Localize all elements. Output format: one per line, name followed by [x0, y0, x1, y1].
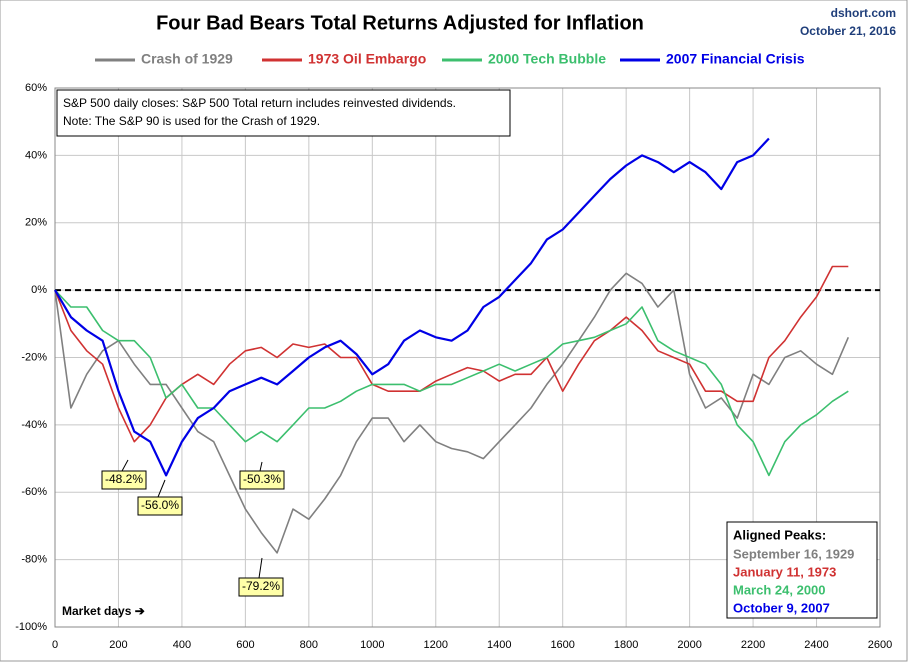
note: Note: The S&P 90 is used for the Crash o… — [63, 114, 320, 128]
callout-label: -50.3% — [243, 472, 281, 486]
source: dshort.com — [831, 6, 896, 20]
peak-date: January 11, 1973 — [733, 564, 836, 579]
callout-label: -56.0% — [141, 498, 179, 512]
y-tick-label: -60% — [21, 486, 47, 498]
plot-border — [54, 87, 881, 628]
y-tick-label: -80% — [21, 554, 47, 566]
y-tick-label: 60% — [25, 82, 47, 94]
legend-label: Crash of 1929 — [141, 51, 233, 67]
x-tick-label: 1600 — [550, 639, 574, 651]
x-tick-label: 2400 — [804, 639, 828, 651]
note: S&P 500 daily closes: S&P 500 Total retu… — [63, 96, 456, 110]
legend-label: 1973 Oil Embargo — [308, 51, 426, 67]
x-tick-label: 1200 — [424, 639, 448, 651]
series-line — [54, 137, 770, 477]
date: October 21, 2016 — [800, 24, 896, 38]
y-tick-label: -100% — [15, 621, 47, 633]
callout-label: -79.2% — [242, 579, 280, 593]
x-tick-label: 2000 — [677, 639, 701, 651]
callout-box — [238, 577, 284, 597]
y-tick-label: 20% — [25, 217, 47, 229]
y-tick-label: 40% — [25, 149, 47, 161]
notes-box — [56, 89, 511, 137]
x-axis-label: Market days ➔ — [62, 604, 145, 618]
callout-leader — [121, 459, 129, 472]
peak-date: March 24, 2000 — [733, 582, 826, 597]
x-tick-label: 1000 — [360, 639, 384, 651]
peak-date: September 16, 1929 — [733, 546, 854, 561]
peaks-title: Aligned Peaks: — [733, 527, 826, 542]
callout-box — [137, 496, 183, 516]
x-tick-label: 1400 — [487, 639, 511, 651]
x-tick-label: 2600 — [868, 639, 892, 651]
series-line — [54, 289, 849, 477]
callout-label: -48.2% — [105, 472, 143, 486]
callout-leader — [157, 479, 166, 498]
y-tick-label: 0% — [31, 284, 47, 296]
x-tick-label: 600 — [236, 639, 254, 651]
x-tick-label: 0 — [52, 639, 58, 651]
y-tick-label: -40% — [21, 419, 47, 431]
chart-title: Four Bad Bears Total Returns Adjusted fo… — [156, 12, 644, 34]
callout-box — [101, 470, 147, 490]
y-tick-label: -20% — [21, 351, 47, 363]
x-tick-label: 800 — [300, 639, 318, 651]
x-tick-label: 400 — [173, 639, 191, 651]
legend-label: 2000 Tech Bubble — [488, 51, 606, 67]
callout-box — [239, 470, 285, 490]
callout-leader — [258, 557, 263, 579]
x-tick-label: 2200 — [741, 639, 765, 651]
series-line — [54, 265, 849, 443]
peaks-box — [726, 521, 878, 619]
peak-date: October 9, 2007 — [733, 600, 830, 615]
callout-leader — [259, 461, 263, 472]
series-line — [54, 272, 850, 554]
x-tick-label: 200 — [109, 639, 127, 651]
x-tick-label: 1800 — [614, 639, 638, 651]
legend-label: 2007 Financial Crisis — [666, 51, 805, 67]
